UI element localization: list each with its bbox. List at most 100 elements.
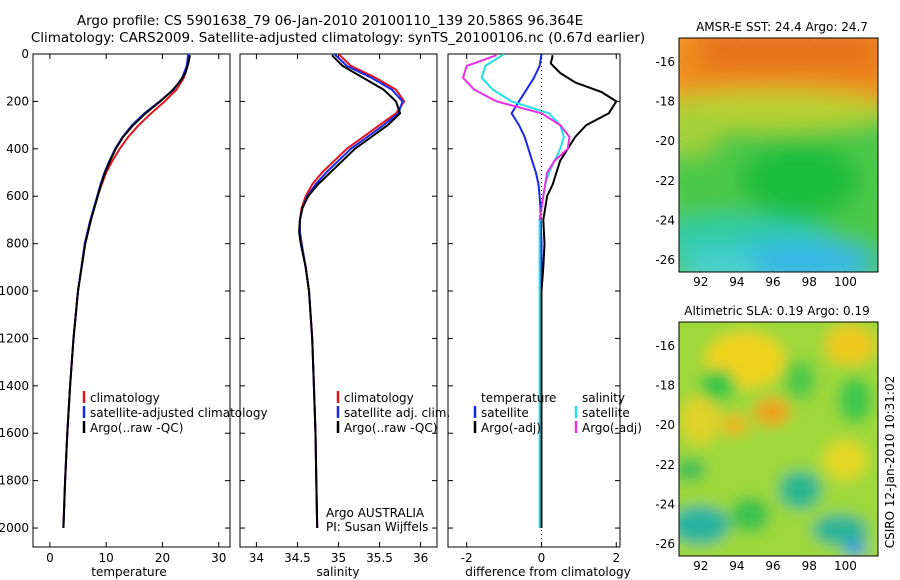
sst-yellow-patch bbox=[679, 105, 720, 155]
map-y-tick-label: -18 bbox=[655, 94, 675, 108]
sla-green-5 bbox=[730, 497, 770, 533]
legend-argo-raw: Argo(..raw -QC) bbox=[90, 421, 183, 435]
x-tick-label-difference: -2 bbox=[461, 551, 473, 565]
sla-teal-2 bbox=[679, 505, 730, 545]
sla-green-4 bbox=[679, 458, 706, 482]
series-line-salinity-argo-raw-qc- bbox=[298, 54, 402, 529]
sla-green-1 bbox=[700, 369, 736, 401]
sst-green-core bbox=[740, 140, 860, 220]
x-tick-label-salinity: 35.5 bbox=[366, 551, 393, 565]
y-tick-label: 0 bbox=[21, 47, 29, 61]
sst-heatmap bbox=[679, 38, 878, 272]
data-provider-label: Argo AUSTRALIA bbox=[326, 506, 425, 520]
series-line-temperature-climatology bbox=[62, 54, 190, 529]
x-tick-label-temperature: 30 bbox=[211, 551, 226, 565]
map-x-tick-label: 96 bbox=[765, 559, 780, 573]
series-line-difference-temperature-satellite bbox=[510, 54, 543, 528]
series-layer bbox=[62, 54, 618, 529]
map-x-tick-label: 94 bbox=[729, 559, 744, 573]
sst-yellow-band bbox=[679, 90, 878, 130]
salinity-axis-label: salinity bbox=[316, 565, 359, 579]
sst-map-frame bbox=[678, 37, 879, 273]
sst-map-title: AMSR-E SST: 24.4 Argo: 24.7 bbox=[696, 20, 868, 34]
series-line-difference-salinity-satellite bbox=[480, 54, 565, 528]
legend-salinity-title: salinity bbox=[582, 391, 625, 405]
sla-map-frame bbox=[678, 321, 879, 557]
sla-teal-3 bbox=[812, 514, 868, 546]
map-x-tick-label: 92 bbox=[693, 275, 708, 289]
difference-legend: temperature satellite Argo(-adj) salinit… bbox=[473, 391, 642, 435]
series-line-difference-salinity-argo-adj- bbox=[462, 54, 571, 221]
map-y-tick-label: -22 bbox=[655, 174, 675, 188]
sla-yellow-3 bbox=[680, 395, 720, 445]
legend-temperature-title: temperature bbox=[481, 391, 556, 405]
y-tick-label: 200 bbox=[6, 94, 29, 108]
y-tick-label: 1200 bbox=[0, 331, 29, 345]
x-tick-label-temperature: 10 bbox=[99, 551, 114, 565]
x-tick-label-temperature: 20 bbox=[155, 551, 170, 565]
sst-warm-core bbox=[700, 38, 878, 75]
legend-sal-argo: Argo(-adj) bbox=[582, 421, 642, 435]
series-line-temperature-argo-raw-qc- bbox=[62, 54, 191, 529]
map-x-tick-label: 92 bbox=[693, 559, 708, 573]
series-group-temperature bbox=[62, 54, 191, 529]
map-y-tick-label: -16 bbox=[655, 55, 675, 69]
salinity-legend: climatology satellite adj. clim. Argo(..… bbox=[326, 391, 450, 534]
series-group-difference bbox=[462, 54, 618, 528]
x-tick-label-salinity: 34.5 bbox=[284, 551, 311, 565]
sst-cyan-patch bbox=[725, 240, 875, 272]
x-tick-label-salinity: 35 bbox=[331, 551, 346, 565]
sla-green-2 bbox=[784, 360, 816, 400]
legend-climatology: climatology bbox=[90, 391, 160, 405]
map-y-tick-label: -24 bbox=[655, 497, 675, 511]
pi-label: PI: Susan Wijffels bbox=[326, 520, 428, 534]
sla-orange-2 bbox=[721, 415, 749, 435]
map-x-tick-label: 98 bbox=[802, 559, 817, 573]
difference-axis-label: difference from climatology bbox=[465, 565, 631, 579]
map-y-tick-label: -20 bbox=[655, 418, 675, 432]
series-line-difference-temperature-argo-adj- bbox=[540, 54, 618, 528]
map-y-tick-label: -18 bbox=[655, 378, 675, 392]
y-tick-label: 800 bbox=[6, 237, 29, 251]
map-x-tick-label: 96 bbox=[765, 275, 780, 289]
sla-green-3 bbox=[837, 376, 873, 424]
sla-yellow-2 bbox=[825, 325, 875, 365]
legend-temp-satellite: satellite bbox=[481, 406, 529, 420]
x-tick-label-temperature: 0 bbox=[46, 551, 54, 565]
legend-temp-argo: Argo(-adj) bbox=[481, 421, 541, 435]
figure-title-line2: Climatology: CARS2009. Satellite-adjuste… bbox=[31, 30, 645, 46]
sla-teal-1 bbox=[778, 470, 822, 510]
map-y-tick-label: -20 bbox=[655, 134, 675, 148]
sla-heatmap bbox=[679, 322, 878, 556]
y-tick-label: 1800 bbox=[0, 474, 29, 488]
x-tick-label-salinity: 36 bbox=[413, 551, 428, 565]
legend-sal-satellite: satellite bbox=[582, 406, 630, 420]
series-group-salinity bbox=[298, 54, 406, 529]
legend-satellite-adj: satellite adj. clim. bbox=[344, 406, 450, 420]
temperature-legend: climatology satellite-adjusted climatolo… bbox=[82, 391, 268, 435]
map-y-tick-label: -26 bbox=[655, 537, 675, 551]
x-tick-label-salinity: 34 bbox=[249, 551, 264, 565]
y-tick-label: 1000 bbox=[0, 284, 29, 298]
legend-argo-raw: Argo(..raw -QC) bbox=[344, 421, 437, 435]
map-y-tick-label: -26 bbox=[655, 253, 675, 267]
map-y-tick-label: -22 bbox=[655, 458, 675, 472]
legend-climatology: climatology bbox=[344, 391, 414, 405]
y-tick-label: 600 bbox=[6, 189, 29, 203]
salinity-plot-frame bbox=[239, 53, 438, 548]
temperature-plot-frame bbox=[32, 53, 231, 548]
x-tick-label-difference: 0 bbox=[538, 551, 546, 565]
y-tick-label: 2000 bbox=[0, 521, 29, 535]
figure-title-line1: Argo profile: CS 5901638_79 06-Jan-2010 … bbox=[77, 13, 583, 29]
difference-plot-frame bbox=[447, 53, 621, 548]
side-timestamp-label: CSIRO 12-Jan-2010 10:31:02 bbox=[883, 376, 897, 548]
map-x-tick-label: 94 bbox=[729, 275, 744, 289]
temperature-axis-label: temperature bbox=[91, 565, 166, 579]
y-tick-label: 400 bbox=[6, 142, 29, 156]
sst-cyan-patch-2 bbox=[680, 250, 760, 272]
map-x-tick-label: 98 bbox=[802, 275, 817, 289]
map-x-tick-label: 100 bbox=[834, 275, 857, 289]
y-tick-label: 1600 bbox=[0, 426, 29, 440]
sla-map-title: Altimetric SLA: 0.19 Argo: 0.19 bbox=[684, 304, 869, 318]
